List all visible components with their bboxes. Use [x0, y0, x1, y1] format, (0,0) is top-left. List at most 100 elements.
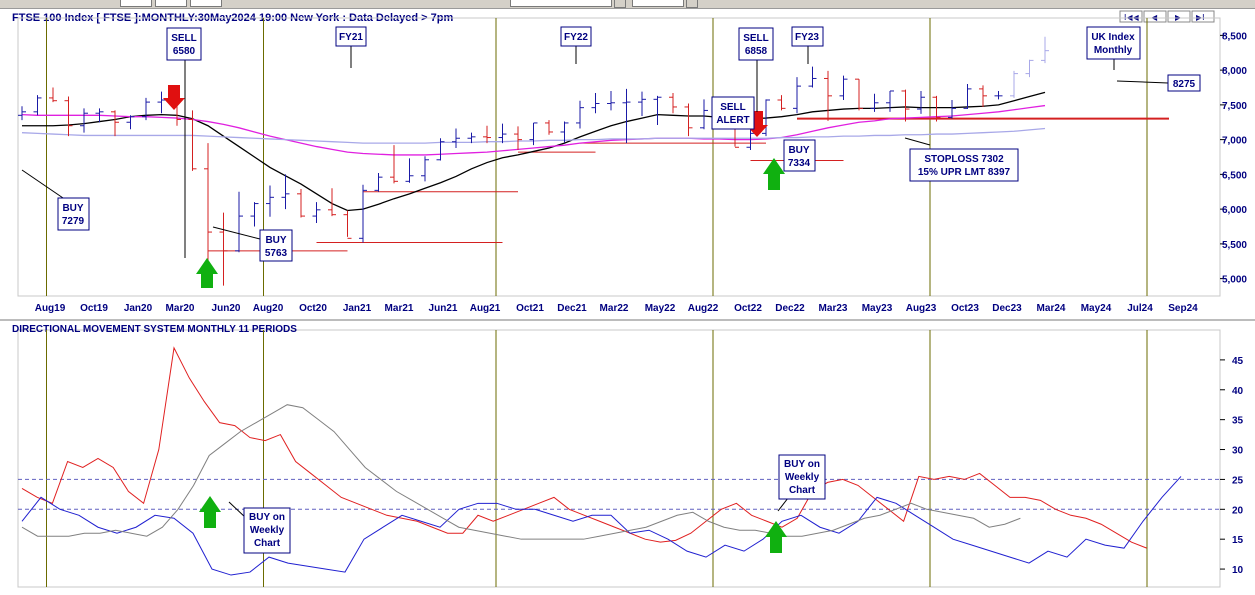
svg-text:SELL: SELL: [171, 33, 197, 44]
x-tick-label: Oct19: [80, 303, 108, 314]
date-x-axis: Aug19 Oct19 Jan20 Mar20 Jun20 Aug20 Oct20 Jan21…: [35, 303, 1198, 314]
annotation-sell-6858: SELL 6858: [738, 27, 774, 61]
price-bar: [793, 77, 801, 114]
y-tick-label: 8,500: [1222, 31, 1247, 42]
annotation-stoploss: STOPLOSS 7302 15% UPR LMT 8397: [909, 148, 1019, 182]
x-tick-label: Oct20: [299, 303, 327, 314]
price-bar: [250, 202, 259, 227]
price-bar: [591, 93, 600, 114]
toolbar-field[interactable]: [120, 0, 152, 7]
toolbar-field[interactable]: [155, 0, 187, 7]
dms-line: [21, 346, 1147, 549]
x-tick-label: Jun21: [429, 303, 458, 314]
nav-next-button[interactable]: ▶: [1167, 10, 1191, 23]
x-tick-label: Mar22: [600, 303, 629, 314]
price-bar: [33, 95, 42, 116]
indicator-panel-frame: [17, 329, 1221, 588]
price-bar: [514, 126, 522, 151]
moving-averages: [21, 91, 1046, 212]
x-tick-label: Aug19: [35, 303, 66, 314]
price-bars: [18, 36, 1049, 286]
price-bar: [963, 84, 972, 110]
dms-lines: [21, 346, 1182, 576]
price-bar: [95, 108, 104, 123]
toolbar-dropdown[interactable]: [510, 0, 612, 7]
annotation-buy-7334: BUY 7334: [783, 139, 816, 172]
price-bar: [979, 85, 987, 107]
svg-text:Weekly: Weekly: [250, 525, 285, 536]
price-bar: [80, 108, 88, 133]
annotation-buy-weekly-1: BUY on Weekly Chart: [243, 507, 291, 554]
y-tick-label: 20: [1232, 505, 1244, 516]
y-tick-label: 40: [1232, 386, 1244, 397]
y-tick-label: 10: [1232, 565, 1244, 576]
toolbar-strip: [0, 0, 1255, 9]
price-bar: [266, 185, 274, 217]
nav-last-button[interactable]: ▶I: [1191, 10, 1215, 23]
buy-arrow-icon: [763, 158, 785, 190]
svg-text:FY21: FY21: [339, 32, 363, 43]
price-bar: [808, 66, 817, 88]
price-bar: [18, 106, 26, 121]
y-tick-label: 6,500: [1222, 170, 1247, 181]
nav-first-button[interactable]: I◀◀: [1119, 10, 1143, 23]
annotation-fy22: FY22: [560, 26, 592, 47]
toolbar-dropdown[interactable]: [632, 0, 684, 7]
svg-text:ALERT: ALERT: [716, 115, 749, 126]
price-bar: [932, 95, 941, 122]
price-bar: [328, 188, 336, 217]
svg-text:6858: 6858: [745, 46, 768, 57]
x-tick-label: Mar21: [385, 303, 414, 314]
price-bar: [111, 110, 119, 137]
dropdown-arrow-icon[interactable]: [686, 0, 698, 8]
price-bar: [886, 90, 894, 112]
annotation-sell-alert: SELL ALERT: [711, 96, 755, 130]
toolbar-field[interactable]: [190, 0, 222, 7]
svg-text:7279: 7279: [62, 216, 85, 227]
price-bar: [126, 115, 135, 130]
x-tick-label: Jan20: [124, 303, 153, 314]
svg-text:5763: 5763: [265, 248, 288, 259]
dms-y-axis: 10 15 20 25 30 35 40 45: [1220, 356, 1244, 576]
y-tick-label: 6,000: [1222, 205, 1247, 216]
price-bar: [560, 121, 569, 143]
y-tick-label: 7,000: [1222, 136, 1247, 147]
dms-line: [21, 476, 1182, 576]
x-tick-label: Oct23: [951, 303, 979, 314]
annotation-fy21: FY21: [335, 26, 367, 47]
y-tick-label: 35: [1232, 416, 1244, 427]
svg-text:SELL: SELL: [720, 102, 746, 113]
svg-text:Chart: Chart: [789, 485, 816, 496]
price-bar: [64, 96, 73, 137]
price-bar: [204, 143, 212, 278]
price-bar: [762, 99, 770, 137]
price-panel-frame: [17, 17, 1221, 297]
svg-text:8275: 8275: [1173, 79, 1196, 90]
annotation-buy-5763: BUY 5763: [259, 229, 293, 262]
dms-reference-lines: [18, 478, 1220, 510]
svg-text:FY22: FY22: [564, 32, 588, 43]
price-bar: [452, 128, 460, 148]
x-tick-label: Aug20: [253, 303, 284, 314]
x-tick-label: Oct21: [516, 303, 544, 314]
moving-average-line: [22, 91, 1046, 212]
svg-text:6580: 6580: [173, 46, 196, 57]
svg-text:7334: 7334: [788, 158, 811, 169]
svg-text:15% UPR LMT 8397: 15% UPR LMT 8397: [918, 167, 1011, 178]
x-tick-label: Aug22: [688, 303, 719, 314]
price-bar: [483, 125, 491, 144]
y-tick-label: 30: [1232, 446, 1244, 457]
x-tick-label: May22: [645, 303, 676, 314]
price-bar: [235, 191, 243, 253]
price-bar: [545, 120, 553, 135]
price-bar: [436, 138, 445, 161]
svg-text:BUY: BUY: [788, 145, 809, 156]
price-bar: [343, 210, 352, 239]
y-tick-label: 5,500: [1222, 240, 1247, 251]
x-tick-label: Dec23: [992, 303, 1022, 314]
price-bar: [777, 95, 786, 111]
price-bar: [142, 97, 150, 121]
y-tick-label: 5,000: [1222, 275, 1247, 286]
dropdown-arrow-icon[interactable]: [614, 0, 626, 8]
price-bar: [405, 158, 414, 183]
